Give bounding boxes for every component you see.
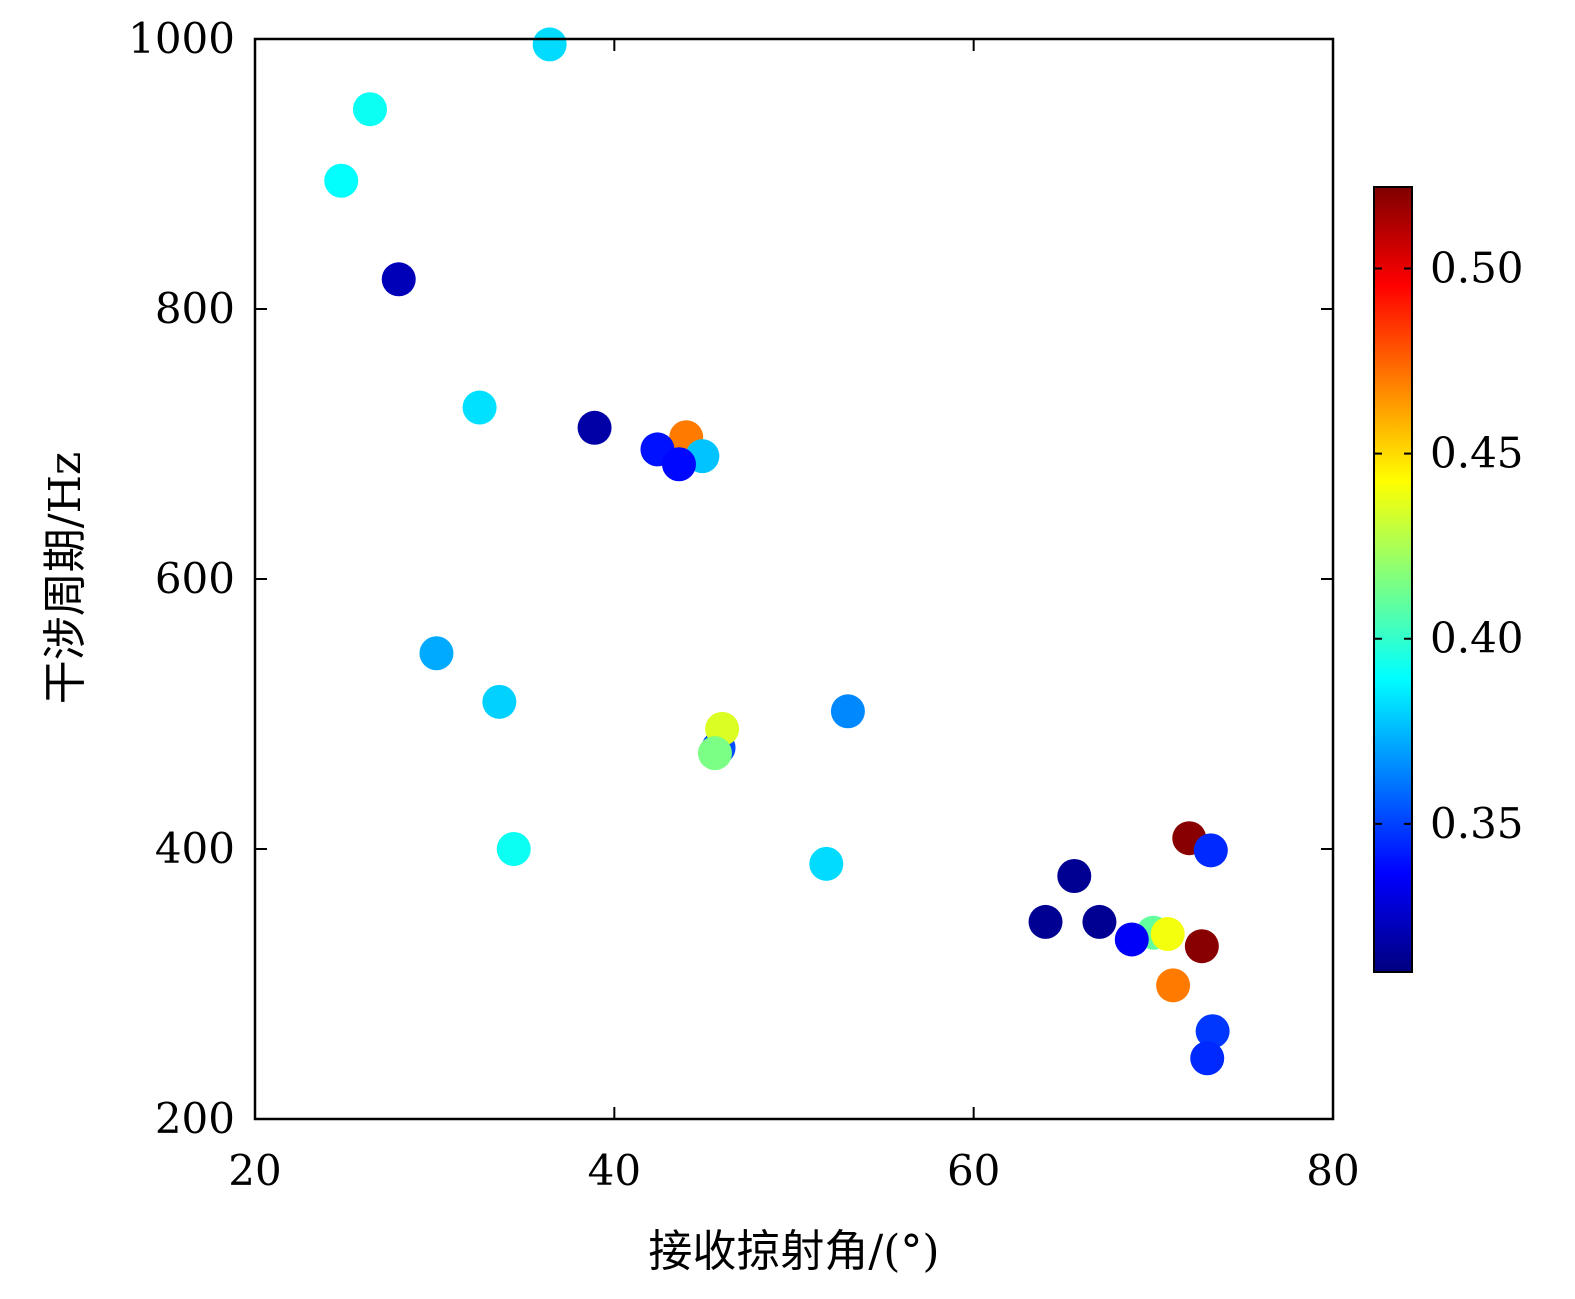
data-point [1193,833,1228,868]
data-point [462,390,497,425]
y-tick-label: 1000 [128,14,235,63]
data-point [324,163,359,198]
colorbar [1373,186,1413,973]
colorbar-tick-label: 0.40 [1430,614,1524,663]
data-point [1114,922,1149,957]
y-tick-label: 800 [155,284,235,333]
data-point [697,736,732,771]
y-tick-label: 600 [155,554,235,603]
data-point [532,27,567,62]
data-point [419,636,454,671]
data-point [1150,917,1185,952]
data-point [809,846,844,881]
data-point [830,694,865,729]
colorbar-tick-label: 0.50 [1430,243,1524,292]
colorbar-tick-label: 0.35 [1430,799,1524,848]
data-points [324,27,1230,1076]
data-point [1156,968,1191,1003]
data-point [1195,1014,1230,1049]
data-point [1190,1041,1225,1076]
data-point [496,832,531,866]
plot-frame [253,37,1335,1121]
x-tick-label: 20 [228,1146,281,1195]
colorbar-ticks: 0.35 0.40 0.45 0.50 [1374,243,1524,848]
x-tick-label: 60 [947,1146,1000,1195]
axes: 20 40 60 80 200 400 600 800 1000 [128,14,1360,1195]
data-point [352,92,387,127]
x-tick-label: 80 [1306,1146,1359,1195]
colorbar-tick-label: 0.45 [1430,429,1524,478]
data-point [1057,859,1092,893]
data-point [482,684,517,719]
data-point [1028,904,1063,939]
data-point [1082,904,1117,939]
y-axis-label: 干涉周期/Hz [40,452,91,704]
data-point [1184,929,1219,964]
y-tick-label: 200 [155,1094,235,1143]
data-point [662,447,697,482]
x-axis-label: 接收掠射角/(°) [648,1226,939,1277]
data-point [577,410,612,445]
y-tick-label: 400 [155,824,235,873]
data-point [381,262,416,297]
x-tick-label: 40 [588,1146,641,1195]
